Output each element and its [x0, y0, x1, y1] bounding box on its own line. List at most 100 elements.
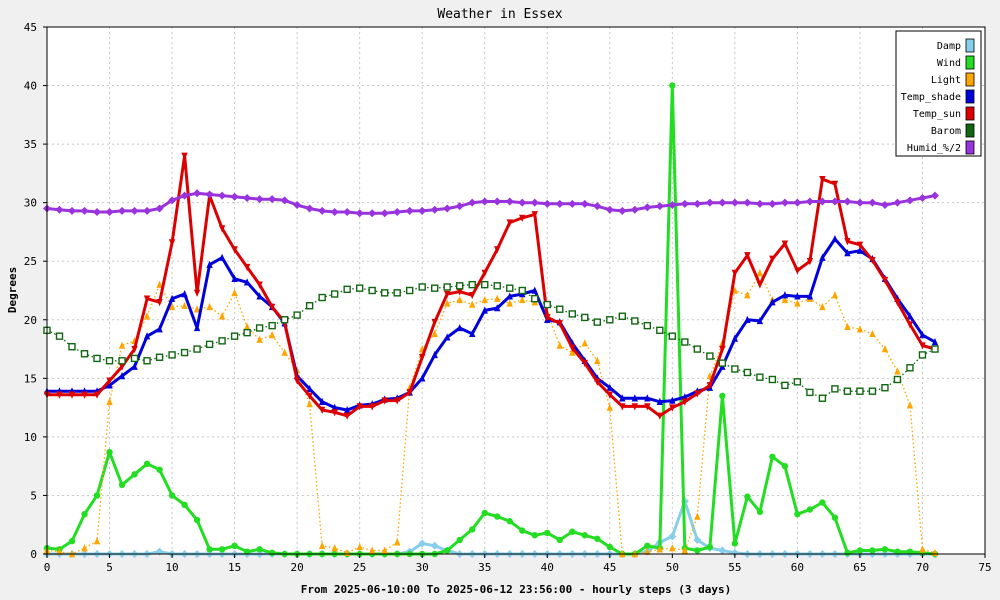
legend: Damp Wind Light Temp_shade Temp_sun Barom Humi… [895, 30, 982, 157]
light-point [106, 397, 113, 405]
light-point [569, 348, 576, 356]
temp-sun-point [594, 378, 601, 386]
light-point [906, 401, 914, 409]
barom-point [418, 283, 426, 291]
barom-point [618, 312, 627, 320]
temp-shade-point [181, 290, 188, 298]
barom-point [743, 368, 752, 377]
temp-sun-point [156, 299, 163, 307]
temp-shade-point [206, 260, 213, 268]
humid-2-point [355, 209, 364, 218]
temp-shade-point [231, 274, 238, 282]
light-point [444, 299, 451, 307]
barom-point [105, 357, 114, 365]
humid-2-point [80, 206, 89, 215]
humid-2-point [280, 196, 289, 205]
barom-point [731, 365, 739, 373]
humid-2-point [693, 199, 702, 208]
barom-point [556, 305, 564, 313]
barom-point [631, 317, 639, 325]
temp-sun-point [794, 267, 801, 275]
temp-shade-point [343, 405, 351, 414]
wind-point [444, 547, 451, 554]
light-point [556, 341, 563, 349]
barom-point [55, 332, 64, 340]
temp-sun-point [894, 299, 901, 307]
x-tick-label: 75 [978, 561, 991, 574]
barom-point [243, 328, 251, 337]
light-point [331, 544, 338, 552]
temp-sun-point [869, 256, 876, 265]
barom-point [380, 289, 389, 297]
temp-sun-point [856, 241, 864, 249]
temp-shade-point [256, 292, 263, 300]
wind-point [719, 392, 726, 400]
barom-point [543, 300, 551, 309]
x-tick-label: 25 [353, 561, 366, 574]
barom-point [643, 321, 652, 330]
barom-point [518, 286, 526, 295]
light-point [581, 339, 588, 347]
humid-2-point [868, 198, 877, 207]
temp-sun-point [506, 219, 513, 227]
light-point [919, 545, 926, 553]
light-point [481, 295, 488, 304]
temp-shade-point [831, 234, 839, 243]
x-tick-label: 30 [416, 561, 429, 574]
light-point [181, 301, 188, 309]
barom-point [393, 289, 401, 297]
humid-2-point [918, 193, 927, 202]
humid-2-point [893, 198, 902, 207]
wind-point [118, 481, 126, 489]
series-line-temp-sun [47, 154, 936, 418]
barom-point [906, 364, 914, 372]
temp-shade-point [481, 306, 488, 314]
temp-shade-point [619, 394, 626, 402]
temp-shade-point [644, 394, 651, 402]
temp-sun-point [519, 214, 526, 222]
damp-point [718, 546, 727, 555]
temp-sun-point [694, 390, 701, 398]
humid-2-point [743, 198, 752, 207]
y-tick-label: 0 [30, 548, 37, 561]
wind-point [781, 462, 789, 470]
light-point [93, 537, 101, 545]
temp-shade-point [819, 253, 826, 261]
series-line-barom [46, 283, 936, 399]
y-tick-label: 20 [24, 314, 37, 327]
light-point [368, 546, 376, 554]
light-point [231, 288, 238, 297]
wind-point [131, 471, 138, 478]
barom-point [305, 302, 314, 310]
barom-point [568, 310, 576, 318]
wind-point [606, 543, 613, 551]
x-tick-label: 70 [916, 561, 929, 574]
humid-2-point [568, 199, 577, 208]
x-tick-label: 5 [106, 561, 113, 574]
wind-point [669, 82, 676, 89]
wind-point [181, 501, 188, 509]
wind-point [706, 543, 714, 551]
temp-sun-point [419, 354, 426, 362]
barom-point [706, 352, 714, 360]
temp-sun-point [431, 318, 438, 327]
temp-sun-point [781, 240, 789, 248]
temp-sun-point [644, 403, 651, 411]
temp-shade-point [606, 383, 613, 391]
light-point [318, 541, 326, 550]
barom-point [656, 326, 664, 335]
legend-label-damp: Damp [937, 41, 961, 52]
wind-point [156, 466, 163, 473]
temp-shade-point [531, 286, 538, 294]
light-point [606, 403, 613, 411]
barom-point [118, 357, 126, 365]
barom-point [230, 332, 239, 340]
barom-point [443, 283, 451, 291]
temp-sun-point [218, 225, 226, 233]
temp-sun-point [494, 246, 501, 254]
light-point [281, 348, 288, 356]
barom-point [581, 313, 589, 322]
humid-2-point [55, 205, 64, 214]
humid-2-point [818, 197, 827, 206]
y-tick-label: 5 [30, 489, 37, 502]
